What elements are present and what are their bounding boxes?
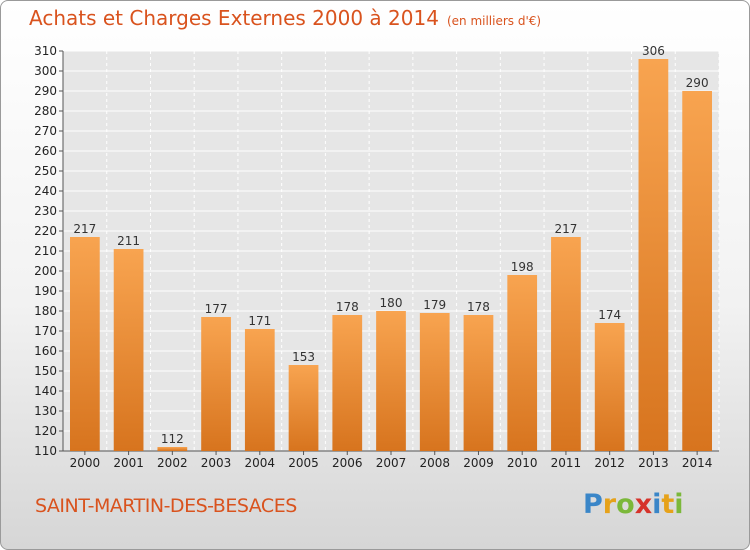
bar-value-label: 112 <box>161 432 184 446</box>
bar-value-label: 178 <box>467 300 490 314</box>
bar-value-label: 198 <box>511 260 534 274</box>
y-tick-label: 300 <box>34 64 57 78</box>
bar-value-label: 178 <box>336 300 359 314</box>
x-tick-label: 2006 <box>332 456 363 470</box>
bar-value-label: 180 <box>380 296 403 310</box>
y-tick-label: 260 <box>34 144 57 158</box>
bar <box>419 313 450 451</box>
bar <box>638 59 669 451</box>
x-tick-label: 2013 <box>638 456 669 470</box>
x-tick-label: 2002 <box>157 456 188 470</box>
bar <box>376 311 406 451</box>
bar <box>69 237 100 451</box>
bar-value-label: 171 <box>248 314 271 328</box>
y-tick-label: 110 <box>34 444 57 458</box>
y-tick-label: 250 <box>34 164 57 178</box>
chart-title-text: Achats et Charges Externes 2000 à 2014 <box>29 6 439 30</box>
y-tick-label: 270 <box>34 124 57 138</box>
bar-value-label: 217 <box>73 222 96 236</box>
y-tick-label: 150 <box>34 364 57 378</box>
y-tick-label: 210 <box>34 244 57 258</box>
y-tick-label: 290 <box>34 84 57 98</box>
bar <box>157 447 188 451</box>
bar <box>201 317 231 451</box>
x-tick-label: 2000 <box>70 456 101 470</box>
logo-letter: t <box>661 489 675 520</box>
y-tick-label: 240 <box>34 184 57 198</box>
logo-letter: r <box>602 489 617 520</box>
y-tick-label: 280 <box>34 104 57 118</box>
x-tick-label: 2011 <box>551 456 582 470</box>
y-tick-label: 230 <box>34 204 57 218</box>
bar <box>288 365 319 451</box>
logo-letter: i <box>652 489 662 520</box>
y-tick-label: 120 <box>34 424 57 438</box>
x-tick-label: 2010 <box>507 456 538 470</box>
bar <box>682 91 713 451</box>
x-tick-label: 2004 <box>245 456 276 470</box>
bar <box>507 275 538 451</box>
x-tick-label: 2003 <box>201 456 232 470</box>
bar <box>463 315 494 451</box>
bar-value-label: 211 <box>117 234 140 248</box>
bar-value-label: 306 <box>642 44 665 58</box>
bar-value-label: 217 <box>554 222 577 236</box>
logo-letter: i <box>674 489 684 520</box>
logo-letter: P <box>583 489 603 520</box>
y-tick-label: 130 <box>34 404 57 418</box>
y-tick-label: 310 <box>34 44 57 58</box>
chart-title: Achats et Charges Externes 2000 à 2014 (e… <box>29 6 541 30</box>
bar-value-label: 290 <box>686 76 709 90</box>
y-tick-label: 160 <box>34 344 57 358</box>
y-tick-label: 200 <box>34 264 57 278</box>
x-tick-label: 2007 <box>376 456 407 470</box>
location-name: SAINT-MARTIN-DES-BESACES <box>35 495 297 517</box>
x-tick-label: 2009 <box>463 456 494 470</box>
x-tick-label: 2014 <box>682 456 713 470</box>
bar <box>113 249 144 451</box>
bar-value-label: 177 <box>205 302 228 316</box>
y-tick-label: 140 <box>34 384 57 398</box>
y-tick-label: 170 <box>34 324 57 338</box>
bar-value-label: 179 <box>423 298 446 312</box>
chart-unit-note: (en milliers d'€) <box>446 14 542 28</box>
y-tick-label: 180 <box>34 304 57 318</box>
x-tick-label: 2012 <box>594 456 625 470</box>
bar-value-label: 153 <box>292 350 315 364</box>
x-tick-label: 2001 <box>113 456 144 470</box>
bar <box>551 237 581 451</box>
bar <box>332 315 363 451</box>
y-tick-label: 220 <box>34 224 57 238</box>
bar <box>594 323 625 451</box>
logo-letter: o <box>616 489 635 520</box>
bar <box>244 329 275 451</box>
proxiti-logo: Proxiti <box>583 489 684 520</box>
x-tick-label: 2008 <box>419 456 450 470</box>
bar-value-label: 174 <box>598 308 621 322</box>
x-tick-label: 2005 <box>288 456 319 470</box>
logo-letter: x <box>634 489 653 520</box>
y-tick-label: 190 <box>34 284 57 298</box>
